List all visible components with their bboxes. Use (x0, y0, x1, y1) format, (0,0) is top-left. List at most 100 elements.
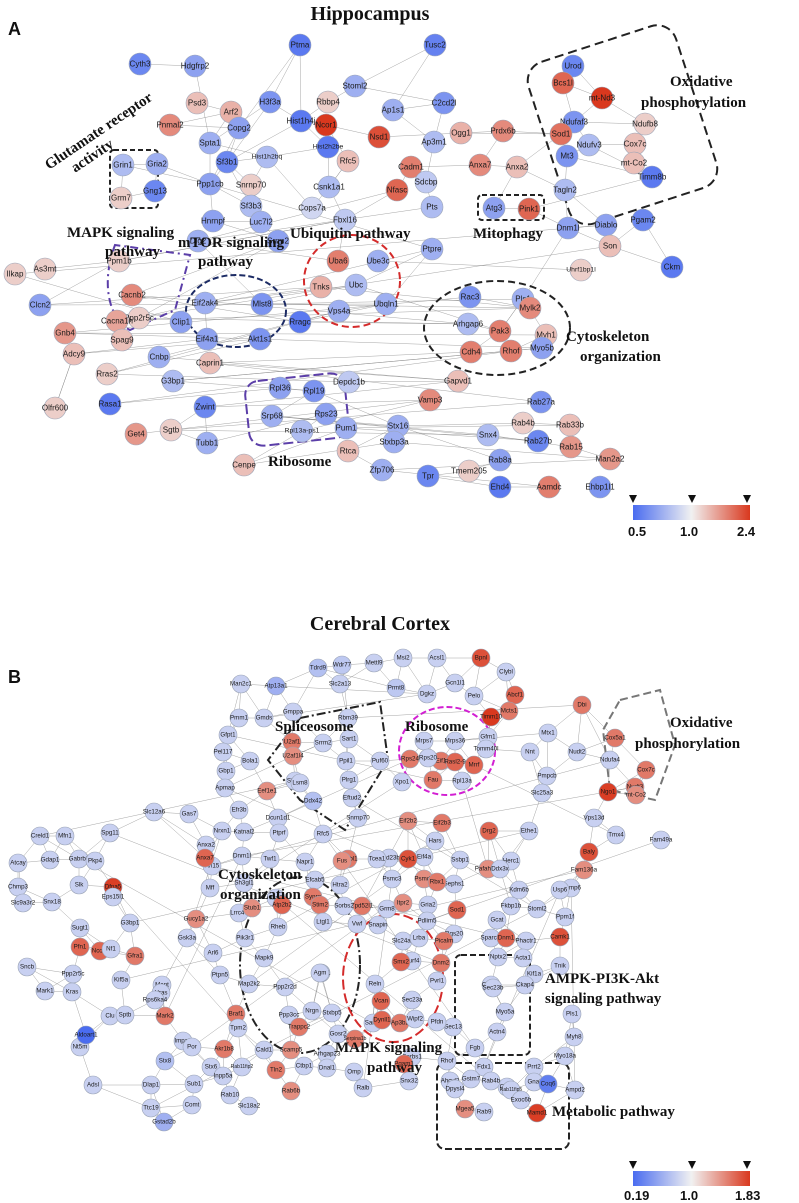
node-label: Myh1 (536, 331, 556, 340)
node-circle (598, 234, 622, 258)
node-label: Nnt (525, 749, 535, 756)
node-label: Rragc (289, 318, 310, 327)
node-acsl1: Acsl1 (427, 648, 447, 668)
node-label: Olfr600 (42, 404, 69, 413)
node-label: Prdx6b (490, 127, 516, 136)
node-ctbp1: Ctbp1 (294, 1056, 314, 1076)
module-box-mitophagy (477, 194, 545, 221)
node-myo18a: Myo18a (554, 1046, 577, 1066)
node-label: Acsl1 (429, 655, 445, 662)
node-phactr1: Phactr1 (515, 931, 537, 951)
node-anxa2: Anxa2 (506, 155, 529, 179)
node-pls1: Pls1 (562, 1004, 582, 1024)
node-label: Vps4a (328, 307, 351, 316)
node-dnm1l: Dnm1l (232, 846, 252, 866)
node-g3bp1: G3bp1 (161, 369, 186, 393)
node-circle (345, 1029, 365, 1049)
node-label: Rps6ka4 (143, 997, 168, 1004)
node-label: Ndufaf3 (560, 118, 589, 127)
node-label: Rhof (503, 347, 521, 356)
node-circle (488, 475, 512, 499)
node-omp: Omp (344, 1062, 364, 1082)
edge (243, 441, 395, 466)
node-label: Hist1h2bq (252, 154, 283, 161)
node-label: Smx2 (393, 959, 409, 966)
node-label: Sptb (119, 1012, 132, 1019)
node-label: Cnbp (149, 353, 169, 362)
node-ndufv3: Ndufv3 (576, 133, 602, 157)
node-circle (367, 125, 391, 149)
node-label: Snapin (368, 922, 388, 929)
node-ppp1cb: Ppp1cb (196, 172, 224, 196)
node-label: Gbp1 (218, 768, 234, 775)
node-sec23b: Sec23b (483, 978, 504, 998)
scale-tick-a-mid (688, 495, 696, 503)
node-zwint: Zwint (193, 395, 217, 419)
node-get4: Get4 (124, 422, 148, 446)
node-label: Rab27a (527, 398, 556, 407)
edge (204, 399, 431, 408)
node-circle (476, 423, 500, 447)
node-label: Cyk1 (401, 856, 416, 863)
node-actn4: Actn4 (487, 1022, 507, 1042)
node-label: Pelo (468, 693, 481, 700)
node-circle (283, 702, 303, 722)
node-aamdc: Aamdc (537, 475, 561, 499)
node-label: mt-Nd3 (589, 94, 616, 103)
node-label: Grm8 (379, 906, 395, 913)
node-psd3: Psd3 (185, 91, 209, 115)
node-label: Mrps36 (445, 738, 466, 745)
node-label: Sorbs2 (334, 903, 354, 910)
edge (573, 121, 646, 125)
node-circle (555, 1046, 575, 1066)
edge (385, 248, 433, 305)
node-label: Man2c1 (230, 681, 253, 688)
node-clip1: Clip1 (169, 310, 193, 334)
node-urod: Urod (561, 54, 585, 78)
node-label: Nudt2 (569, 749, 586, 756)
node-circle (447, 900, 467, 920)
node-circle (227, 116, 251, 140)
node-label: Sugt1 (72, 925, 89, 932)
node-circle (212, 821, 232, 841)
node-circle (144, 802, 164, 822)
node-label: Bola1 (242, 758, 258, 765)
node-circle (158, 113, 182, 137)
node-ptprf: Ptprf (269, 823, 289, 843)
node-label: Arf2 (224, 108, 239, 117)
node-circle (184, 1074, 204, 1094)
node-circle (115, 1005, 135, 1025)
node-label: Rab6b (282, 1088, 301, 1095)
edge (410, 164, 481, 168)
node-circle (427, 648, 447, 668)
node-label: Scamp5 (280, 1047, 303, 1054)
node-ltgl1: Ltgl1 (313, 912, 333, 932)
node-ckm: Ckm (660, 255, 684, 279)
node-ndufb8: Ndufb8 (632, 112, 658, 136)
node-hist1h4j: Hist1h4j (287, 109, 316, 133)
node-rheb: Rheb (268, 917, 288, 937)
edge (266, 156, 313, 209)
node-sf3b1: Sf3b1 (215, 150, 239, 174)
node-label: Tnks (312, 283, 329, 292)
node-circle (17, 957, 37, 977)
node-rps20: Rps20 (418, 748, 437, 768)
node-dnal1: Dnal1 (317, 1058, 337, 1078)
node-circle (328, 1024, 348, 1044)
node-circle (584, 808, 604, 828)
node-circle (561, 54, 585, 78)
node-wdr77: Wdr77 (332, 655, 352, 675)
module-label-oxphos-a: Oxidative phosphorylation (641, 74, 747, 111)
node-man2c1: Man2c1 (230, 674, 253, 694)
node-circle (537, 475, 561, 499)
color-scale-bar-a (633, 505, 750, 520)
node-circle (339, 770, 359, 790)
node-circle (62, 342, 86, 366)
node-label: Tubb1 (196, 439, 219, 448)
node-circle (392, 772, 412, 792)
node-circle (491, 119, 515, 143)
node-circle (257, 781, 277, 801)
node-circle (567, 742, 587, 762)
node-gdap1: Gdap1 (40, 850, 60, 870)
edge (345, 427, 539, 442)
